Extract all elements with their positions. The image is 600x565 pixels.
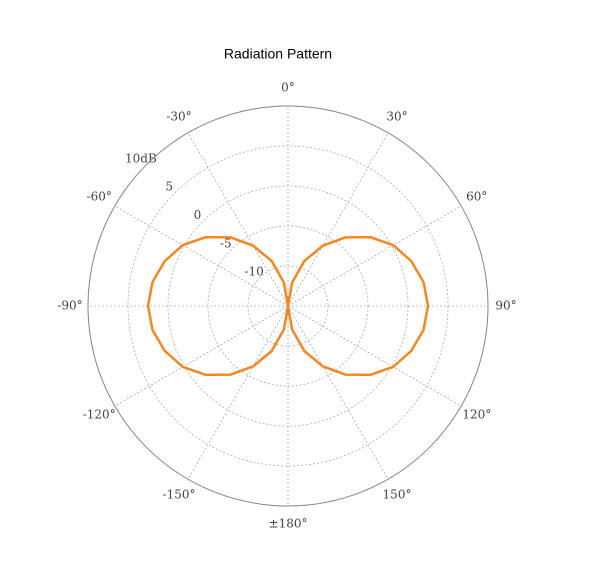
angle-grid-line	[114, 305, 289, 407]
angle-tick-label: -30°	[166, 110, 191, 124]
angle-grid-line	[187, 132, 289, 307]
angle-tick-label: -90°	[57, 299, 82, 313]
angle-tick-label: 150°	[383, 487, 412, 501]
chart-title: Radiation Pattern	[224, 46, 332, 62]
angle-grid-line	[287, 205, 462, 307]
angle-tick-label: -150°	[163, 487, 196, 501]
angle-tick-label: 120°	[462, 408, 491, 422]
pattern-line	[146, 235, 430, 377]
angle-tick-label: 90°	[495, 299, 516, 313]
radial-tick-label: 0	[194, 208, 202, 222]
radial-tick-label: 10dB	[125, 151, 157, 165]
angle-tick-label: 60°	[466, 190, 487, 204]
angle-tick-label: ±180°	[269, 517, 308, 531]
ring-grid-line	[127, 145, 449, 467]
ring-grid-line	[247, 265, 329, 347]
angle-grid-line	[287, 305, 389, 480]
outer-frame	[87, 105, 489, 507]
angle-tick-label: 30°	[386, 110, 407, 124]
angle-tick-label: -120°	[83, 408, 116, 422]
angle-grid-line	[287, 132, 389, 307]
ring-grid-line	[207, 225, 369, 387]
radial-tick-label: -10	[244, 265, 263, 279]
radial-tick-label: -5	[220, 236, 232, 250]
angle-grid-line	[287, 305, 462, 407]
radial-tick-label: 5	[165, 180, 173, 194]
angle-tick-label: 0°	[281, 81, 295, 95]
angle-tick-label: -60°	[87, 190, 112, 204]
angle-grid-line	[187, 305, 289, 480]
ring-grid-line	[167, 185, 409, 427]
angle-grid-line	[114, 205, 289, 307]
